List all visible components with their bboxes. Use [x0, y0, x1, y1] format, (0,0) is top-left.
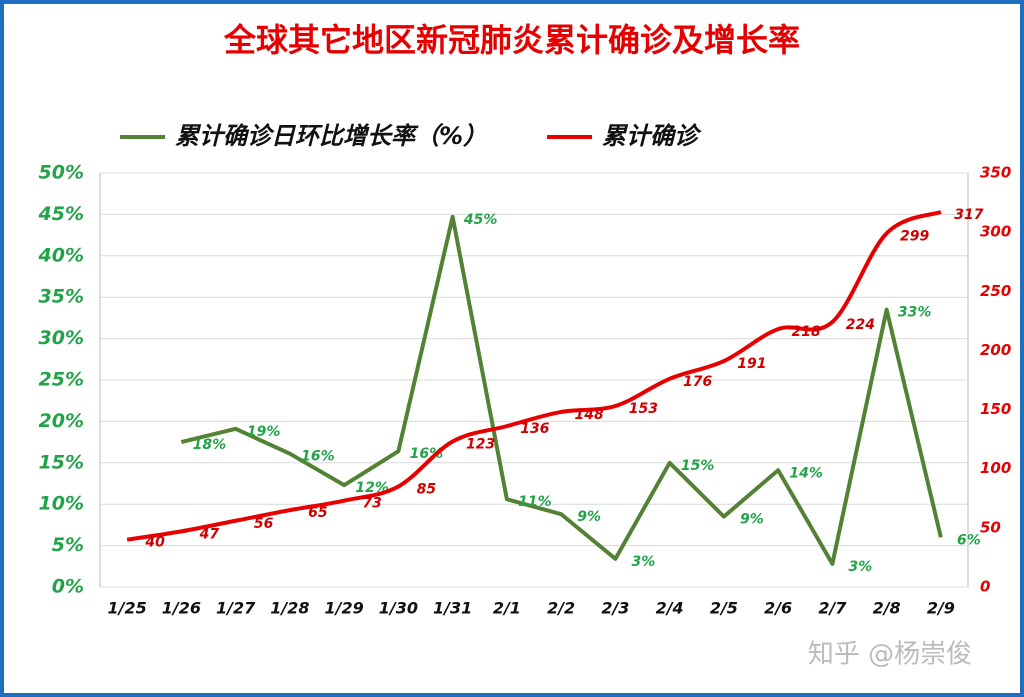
x-tick-label: 1/27	[216, 599, 256, 618]
x-tick-label: 1/29	[325, 599, 364, 618]
data-label: 45%	[463, 212, 498, 228]
x-tick-label: 1/25	[108, 599, 147, 618]
data-label: 47	[199, 526, 220, 542]
data-label: 218	[792, 324, 821, 340]
y2-tick-label: 250	[980, 282, 1011, 300]
data-label: 9%	[577, 509, 601, 525]
data-label: 16%	[410, 446, 444, 462]
y2-tick-label: 200	[980, 341, 1011, 359]
x-tick-label: 1/31	[433, 599, 472, 618]
y2-tick-label: 0	[980, 578, 990, 596]
data-label: 3%	[631, 554, 655, 570]
y2-tick-label: 300	[980, 223, 1011, 241]
data-label: 73	[362, 496, 381, 512]
x-tick-label: 1/30	[379, 599, 418, 618]
x-tick-label: 2/3	[601, 599, 629, 618]
data-label: 299	[900, 228, 929, 244]
y-tick-label: 30%	[39, 327, 84, 349]
x-tick-label: 2/8	[873, 599, 901, 618]
y-tick-label: 10%	[39, 493, 84, 515]
series-line	[180, 214, 943, 566]
x-tick-label: 1/26	[162, 599, 201, 618]
data-label: 40	[144, 535, 165, 551]
x-tick-label: 2/6	[764, 599, 792, 618]
x-tick-label: 2/4	[656, 599, 684, 618]
x-tick-label: 1/28	[270, 599, 309, 618]
data-label: 14%	[789, 465, 823, 481]
data-label: 3%	[848, 559, 872, 575]
y2-tick-label: 100	[980, 459, 1011, 477]
y-tick-label: 50%	[39, 162, 84, 184]
data-label: 18%	[193, 437, 227, 453]
data-label: 16%	[301, 449, 335, 465]
data-label: 11%	[518, 494, 552, 510]
data-label: 136	[520, 421, 549, 437]
watermark: 知乎 @杨崇俊	[808, 640, 972, 670]
x-tick-label: 2/5	[710, 599, 738, 618]
data-label: 176	[683, 374, 712, 390]
x-tick-label: 2/7	[818, 599, 847, 618]
y-tick-label: 35%	[39, 286, 84, 308]
data-label: 19%	[247, 424, 281, 440]
legend-label: 累计确诊日环比增长率（%）	[175, 122, 487, 150]
data-label: 224	[846, 317, 875, 333]
data-label: 153	[629, 401, 658, 417]
series-line	[126, 210, 942, 542]
y-tick-label: 40%	[38, 244, 84, 266]
y-tick-label: 5%	[52, 534, 84, 556]
data-label: 15%	[681, 458, 715, 474]
y-tick-label: 20%	[39, 410, 84, 432]
x-tick-label: 2/9	[927, 599, 955, 618]
y-tick-label: 45%	[38, 203, 84, 225]
data-label: 123	[466, 437, 495, 453]
y2-tick-label: 150	[980, 400, 1011, 418]
data-label: 65	[308, 505, 328, 521]
chart-title: 全球其它地区新冠肺炎累计确诊及增长率	[223, 21, 800, 59]
data-label: 317	[954, 207, 983, 223]
data-label: 56	[254, 516, 274, 532]
data-label: 191	[737, 356, 766, 372]
data-label: 148	[575, 407, 604, 423]
y2-tick-label: 50	[980, 518, 1001, 536]
y-tick-label: 25%	[39, 369, 84, 391]
data-label: 9%	[740, 512, 764, 528]
data-label: 85	[417, 481, 437, 497]
data-label: 6%	[957, 532, 981, 548]
data-label: 33%	[898, 305, 932, 321]
x-tick-label: 2/1	[493, 599, 521, 618]
legend-label: 累计确诊	[602, 122, 702, 150]
y2-tick-label: 350	[980, 164, 1011, 182]
y-tick-label: 0%	[52, 576, 84, 598]
y-tick-label: 15%	[39, 451, 84, 473]
x-tick-label: 2/2	[547, 599, 575, 618]
